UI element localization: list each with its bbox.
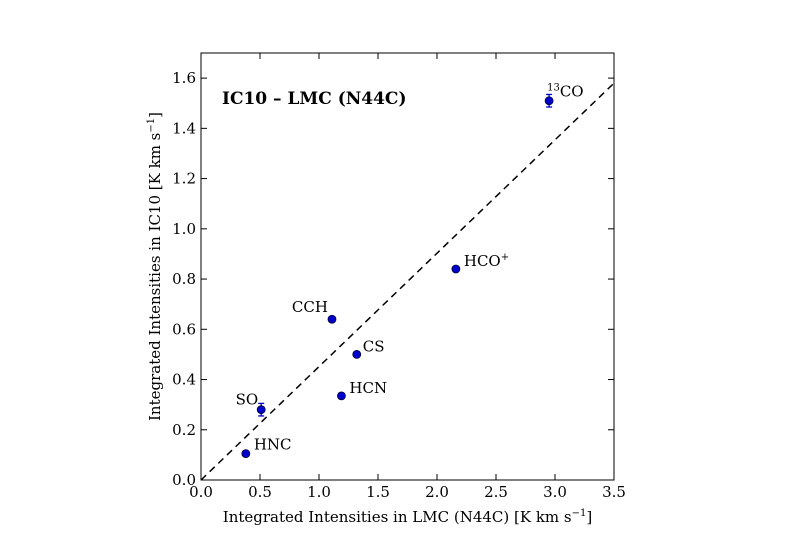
one-to-one-reference-line: [200, 82, 615, 481]
data-point-co: [544, 96, 554, 106]
point-label: HCO+: [464, 252, 509, 270]
y-tick-label: 0.6: [172, 320, 196, 338]
data-point-hnc: [241, 449, 251, 459]
x-axis-label: Integrated Intensities in LMC (N44C) [K …: [223, 508, 592, 526]
point-label: HNC: [254, 436, 292, 454]
y-tick-label: 1.6: [172, 69, 196, 87]
y-tick-label: 1.2: [172, 170, 196, 188]
y-tick-label: 0.0: [172, 471, 196, 489]
y-tick-label: 0.8: [172, 270, 196, 288]
data-point-cch: [327, 314, 337, 324]
y-axis-label: Integrated Intensities in IC10 [K km s−1…: [146, 112, 164, 421]
data-point-hcn: [337, 391, 346, 401]
plot-area-frame: [200, 52, 615, 481]
x-tick-label: 0.5: [248, 483, 272, 501]
point-label: HCN: [349, 379, 387, 397]
x-tick-label: 1.0: [307, 483, 331, 501]
point-label: SO: [236, 391, 259, 409]
point-label: 13CO: [547, 83, 584, 101]
point-label: CCH: [292, 298, 328, 316]
data-point-hco: [451, 264, 461, 274]
chart-title: IC10 – LMC (N44C): [222, 89, 407, 109]
y-tick-label: 0.4: [172, 371, 196, 389]
data-point-cs: [352, 350, 362, 359]
x-tick-label: 3.0: [543, 483, 567, 501]
y-tick-label: 1.0: [172, 220, 196, 238]
x-tick-label: 2.5: [484, 483, 508, 501]
data-point-so: [256, 405, 266, 415]
y-tick-label: 1.4: [172, 119, 196, 137]
x-tick-label: 1.5: [366, 483, 390, 501]
x-tick-label: 0.0: [189, 483, 213, 501]
point-label: CS: [363, 337, 385, 355]
x-tick-label: 2.0: [425, 483, 449, 501]
x-tick-label: 3.5: [602, 483, 626, 501]
y-tick-label: 0.2: [172, 421, 196, 439]
